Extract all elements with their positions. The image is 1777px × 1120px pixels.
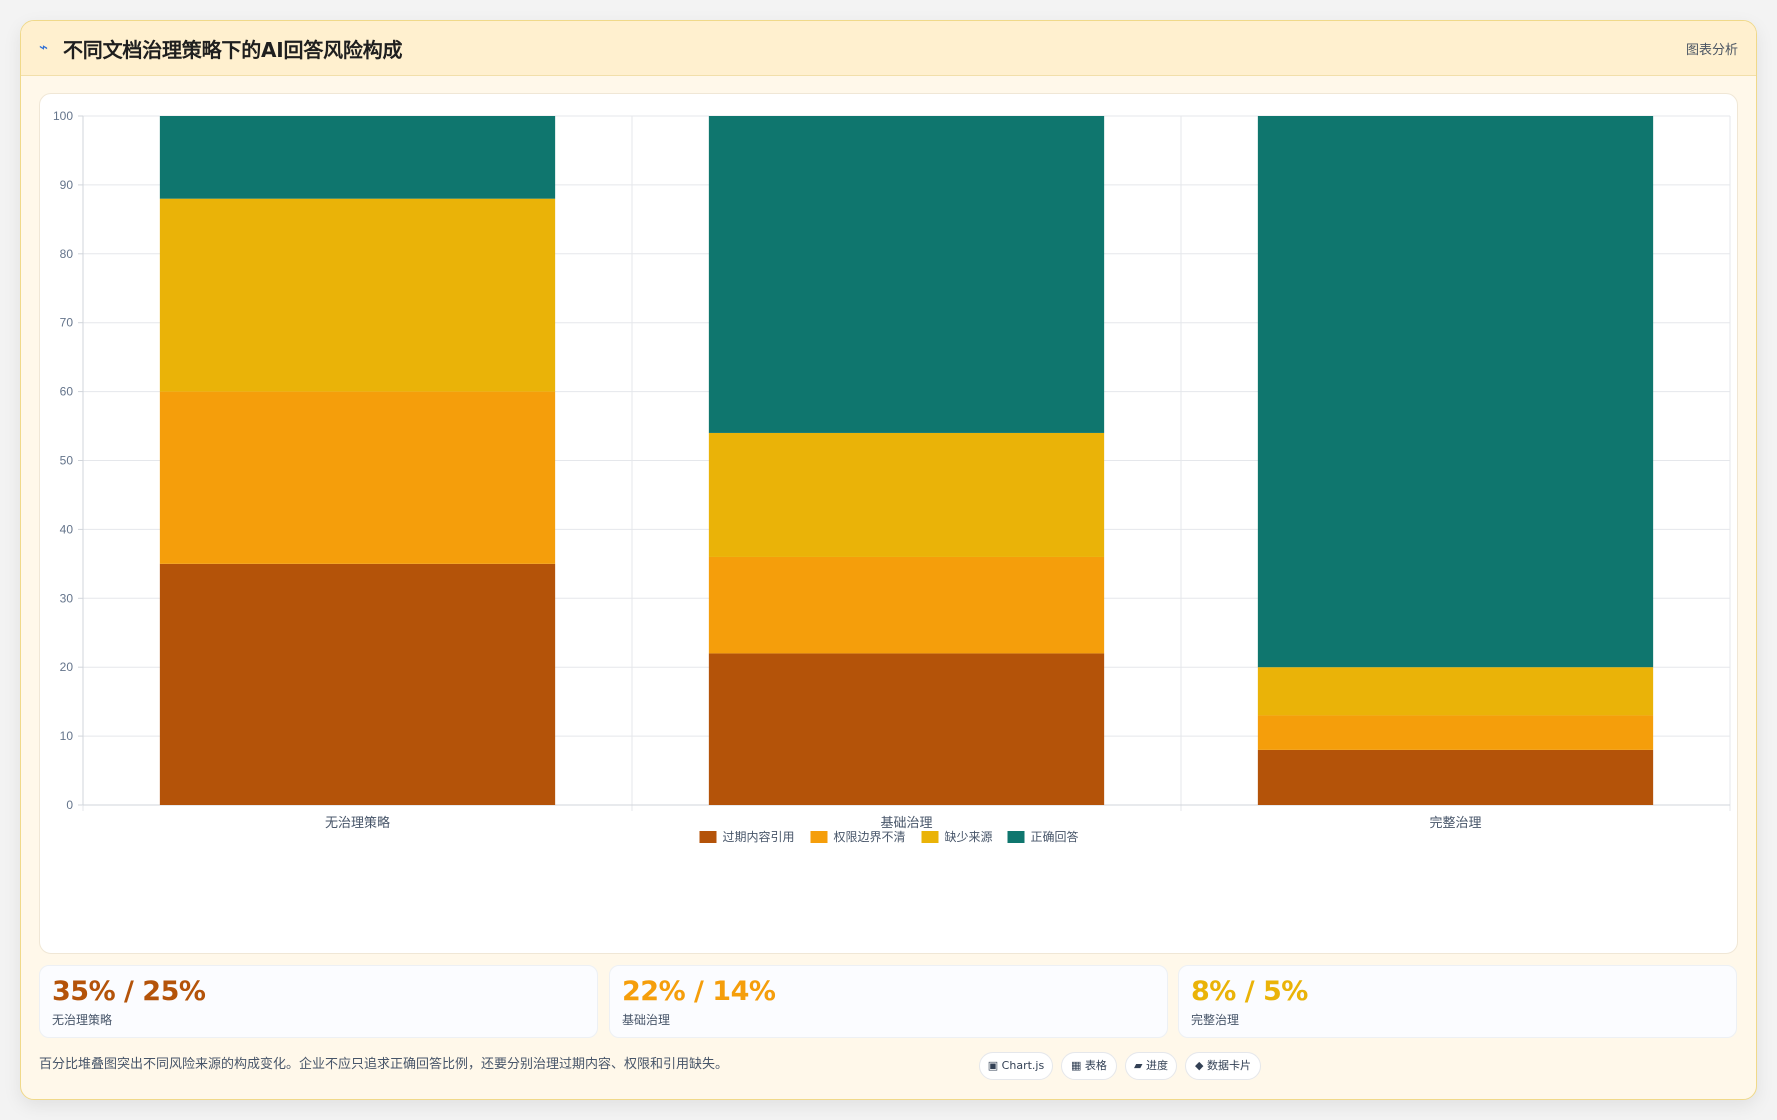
- chart-card: ⌁ 不同文档治理策略下的AI回答风险构成 图表分析 0 10 20 30 40 50 60 7…: [20, 20, 1757, 1100]
- legend-label: 正确回答: [1031, 829, 1079, 844]
- bar-segment: [159, 563, 556, 805]
- y-tick-label: 40: [60, 522, 74, 536]
- bar-segment: [708, 116, 1105, 433]
- y-tick-label: 60: [60, 385, 74, 399]
- kpi-card-none: 35% / 25% 无治理策略: [39, 965, 598, 1038]
- kpi-value: 22% / 14%: [622, 976, 776, 1007]
- x-tick-label: 无治理策略: [325, 815, 390, 830]
- kpi-card-complete: 8% / 5% 完整治理: [1178, 965, 1737, 1038]
- bar-segment: [159, 116, 556, 199]
- bar-segment: [1257, 749, 1654, 805]
- chart-panel: 0 10 20 30 40 50 60 70 80 90 100 无治理策略 基础治理 完整治理过期内容引…: [39, 93, 1738, 954]
- y-tick-label: 20: [60, 660, 74, 674]
- kpi-label: 基础治理: [622, 1013, 671, 1027]
- stacked-bar-chart: 0 10 20 30 40 50 60 70 80 90 100 无治理策略 基础治理 完整治理过期内容引…: [53, 109, 1731, 844]
- bar-segment: [708, 432, 1105, 557]
- legend-label: 缺少来源: [945, 829, 993, 844]
- legend-swatch: [699, 831, 717, 843]
- y-tick-label: 90: [60, 178, 74, 192]
- bar-segment: [708, 653, 1105, 805]
- kpi-card-basic: 22% / 14% 基础治理: [609, 965, 1168, 1038]
- chart-title: 不同文档治理策略下的AI回答风险构成: [63, 38, 403, 62]
- chart-description: 百分比堆叠图突出不同风险来源的构成变化。企业不应只追求正确回答比例，还要分别治理…: [39, 1057, 729, 1072]
- card-header: ⌁ 不同文档治理策略下的AI回答风险构成 图表分析: [21, 21, 1756, 76]
- x-tick-label: 完整治理: [1429, 815, 1481, 830]
- chart-analysis-button[interactable]: 图表分析: [1685, 43, 1738, 58]
- legend-swatch: [921, 831, 939, 843]
- x-tick-label: 基础治理: [880, 815, 932, 830]
- kpi-label: 完整治理: [1191, 1013, 1240, 1027]
- bar-segment: [159, 391, 556, 564]
- bar-segment: [159, 198, 556, 392]
- legend-label: 权限边界不清: [834, 830, 906, 844]
- legend-label: 过期内容引用: [723, 829, 795, 844]
- y-tick-label: 30: [60, 591, 74, 605]
- legend-swatch: [1007, 831, 1025, 843]
- progress-chip[interactable]: ▰ 进度: [1125, 1052, 1177, 1080]
- chartjs-chip[interactable]: ▣ Chart.js: [979, 1052, 1053, 1080]
- kpi-value: 8% / 5%: [1191, 976, 1308, 1007]
- bar-segment: [1257, 667, 1654, 716]
- y-tick-label: 50: [60, 454, 74, 468]
- trend-icon: ⌁: [39, 38, 49, 56]
- bar-segment: [708, 556, 1105, 654]
- y-tick-label: 70: [60, 316, 74, 330]
- y-tick-label: 80: [60, 247, 74, 261]
- table-chip[interactable]: ▦ 表格: [1061, 1052, 1117, 1080]
- legend-swatch: [810, 831, 828, 843]
- y-tick-label: 100: [53, 109, 73, 123]
- y-tick-label: 10: [60, 729, 74, 743]
- bar-segment: [1257, 715, 1654, 750]
- kpi-cards: 35% / 25% 无治理策略 22% / 14% 基础治理 8% / 5% 完…: [39, 965, 1737, 1038]
- kpi-label: 无治理策略: [52, 1013, 113, 1027]
- data-card-chip[interactable]: ◆ 数据卡片: [1185, 1052, 1261, 1080]
- bar-segment: [1257, 116, 1654, 668]
- y-tick-label: 0: [66, 798, 73, 812]
- kpi-value: 35% / 25%: [52, 976, 206, 1007]
